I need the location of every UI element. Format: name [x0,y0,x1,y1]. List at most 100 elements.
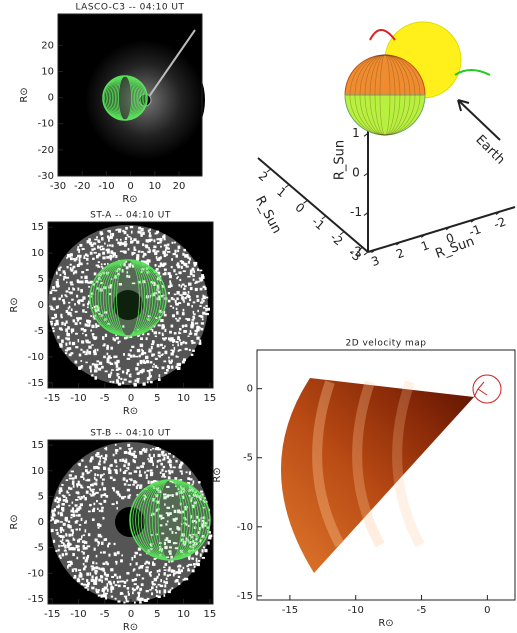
noise-speck [146,477,148,479]
noise-speck [81,281,84,284]
noise-speck [172,344,174,346]
noise-speck [105,334,107,337]
noise-speck [180,470,183,472]
noise-speck [103,487,106,490]
noise-speck [151,346,153,349]
noise-speck [163,566,165,568]
noise-speck [149,454,151,457]
noise-speck [175,300,177,303]
noise-speck [78,463,80,465]
noise-speck [178,271,181,274]
noise-speck [87,255,89,257]
earth-arrow [458,100,500,140]
noise-speck [191,354,194,356]
noise-speck [120,468,122,471]
noise-speck [162,353,164,355]
noise-speck [124,241,127,243]
y-tick-label: -10 [38,119,54,130]
noise-speck [105,454,107,457]
noise-speck [196,563,199,565]
noise-speck [112,233,114,236]
noise-speck [97,349,99,351]
noise-speck [80,503,83,506]
noise-speck [134,555,136,558]
noise-speck [186,471,188,473]
noise-speck [75,346,78,348]
noise-speck [194,333,197,336]
noise-speck [172,298,174,300]
noise-speck [205,313,208,315]
noise-speck [169,275,172,278]
noise-speck [202,295,204,298]
noise-speck [53,297,56,300]
noise-speck [93,503,95,506]
noise-speck [92,363,95,365]
noise-speck [200,270,203,272]
noise-speck [160,472,162,474]
noise-speck [134,470,137,472]
noise-speck [88,286,90,288]
noise-speck [79,366,82,369]
noise-speck [198,281,200,283]
noise-speck [73,577,76,579]
noise-speck [50,321,53,323]
noise-speck [142,232,145,235]
noise-speck [94,482,97,485]
noise-speck [64,277,67,279]
noise-speck [173,253,176,255]
noise-speck [117,493,120,495]
noise-speck [178,332,180,335]
noise-speck [156,586,158,589]
noise-speck [120,239,122,241]
noise-speck [183,249,186,251]
noise-speck [61,484,63,486]
noise-speck [57,336,59,339]
noise-speck [110,257,112,260]
noise-speck [122,381,124,384]
noise-speck [119,576,121,579]
x-tick-label: -10 [98,181,114,192]
noise-speck [125,243,128,245]
noise-speck [131,231,133,234]
noise-speck [196,554,198,556]
noise-speck [72,477,75,479]
noise-speck [171,258,173,261]
noise-speck [178,350,180,352]
noise-speck [111,244,113,247]
noise-speck [179,317,181,319]
noise-speck [201,322,204,324]
noise-speck [124,596,127,598]
noise-speck [51,529,54,532]
noise-speck [179,279,181,281]
noise-speck [58,512,60,515]
noise-speck [153,246,156,249]
noise-speck [89,572,91,575]
noise-speck [150,381,153,383]
noise-speck [193,301,196,303]
noise-speck [78,339,80,342]
noise-speck [103,356,106,359]
noise-speck [188,335,190,337]
noise-speck [73,266,76,269]
noise-speck [140,344,143,347]
noise-speck [170,460,172,463]
noise-speck [98,467,100,469]
noise-speck [95,539,98,542]
noise-speck [97,474,99,476]
noise-speck [128,591,130,593]
noise-speck [104,242,106,244]
noise-speck [85,529,87,532]
noise-speck [173,269,175,272]
x-tick-label: 20 [173,181,186,192]
noise-speck [68,534,71,537]
noise-speck [65,337,67,339]
noise-speck [79,524,81,526]
noise-speck [114,356,117,358]
noise-speck [87,486,89,488]
noise-speck [133,459,135,462]
noise-speck [189,564,192,566]
noise-speck [160,246,162,248]
noise-speck [182,325,185,327]
noise-speck [117,600,120,602]
x-tick-label: -10 [348,605,364,616]
